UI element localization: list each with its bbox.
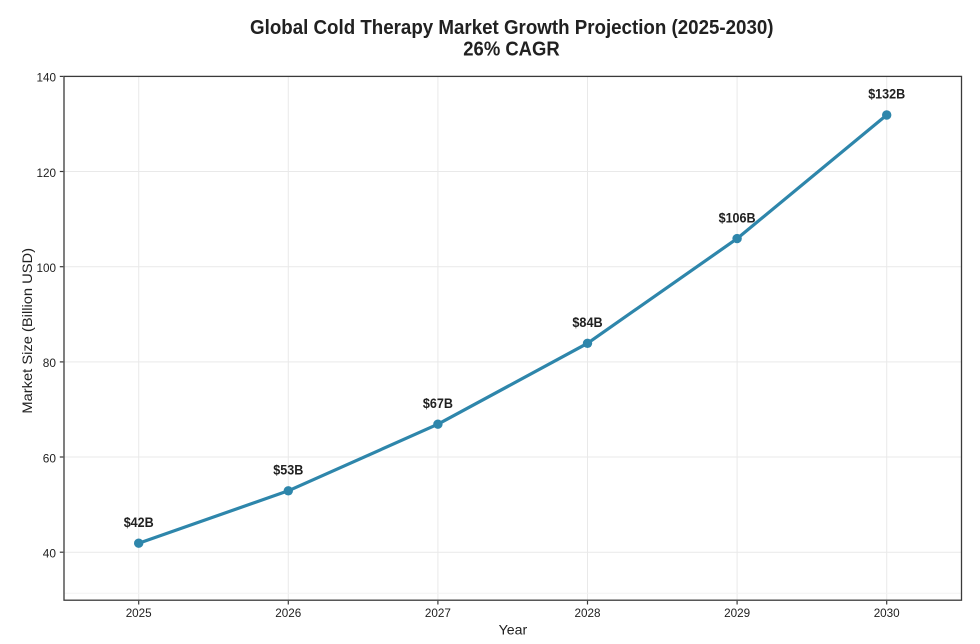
svg-text:Year: Year (499, 623, 528, 638)
svg-text:2027: 2027 (425, 606, 451, 620)
svg-text:$106B: $106B (719, 210, 756, 225)
svg-text:26% CAGR: 26% CAGR (463, 38, 560, 60)
svg-text:100: 100 (37, 261, 57, 275)
svg-text:2025: 2025 (126, 606, 152, 620)
svg-text:2028: 2028 (575, 606, 601, 620)
svg-text:$132B: $132B (868, 87, 905, 102)
svg-text:$53B: $53B (273, 463, 303, 478)
svg-text:Global Cold Therapy Market Gro: Global Cold Therapy Market Growth Projec… (250, 17, 774, 39)
svg-text:80: 80 (43, 356, 56, 370)
svg-text:2029: 2029 (724, 606, 750, 620)
svg-text:40: 40 (43, 547, 56, 561)
svg-text:2030: 2030 (874, 606, 900, 620)
svg-text:60: 60 (43, 451, 56, 465)
svg-text:120: 120 (37, 166, 57, 180)
svg-text:Market Size (Billion USD): Market Size (Billion USD) (20, 248, 35, 414)
svg-text:$42B: $42B (124, 515, 154, 530)
svg-text:$84B: $84B (572, 315, 603, 330)
svg-text:$67B: $67B (423, 396, 453, 411)
svg-text:140: 140 (37, 71, 57, 85)
svg-text:2026: 2026 (275, 606, 301, 620)
